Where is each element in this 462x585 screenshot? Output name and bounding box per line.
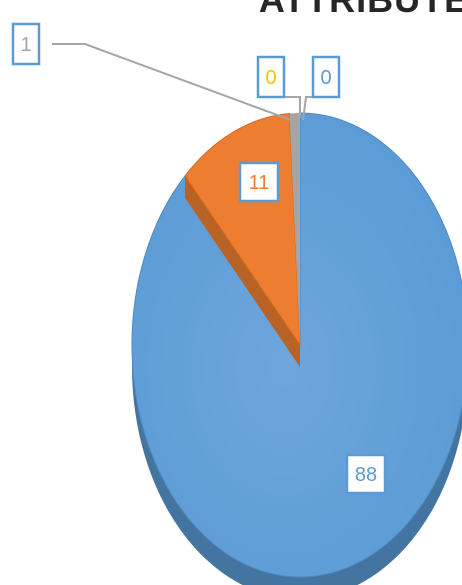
data-label-box	[256, 55, 286, 99]
data-label-box	[11, 22, 41, 66]
data-label: 0	[265, 67, 276, 89]
data-label-box	[345, 453, 387, 495]
data-label: 11	[249, 172, 270, 194]
data-label-box	[238, 161, 280, 203]
data-label: 1	[20, 34, 31, 56]
chart-title: ATTRIBUTE 5	[259, 0, 462, 20]
data-label: 0	[320, 67, 331, 89]
data-label: 88	[355, 464, 377, 486]
pie-slice-11-side	[184, 175, 300, 367]
pie-slice-1	[289, 113, 300, 345]
leader-line	[52, 43, 298, 123]
leader-line	[285, 96, 301, 118]
data-label-box	[311, 55, 341, 99]
leader-line	[302, 96, 313, 121]
